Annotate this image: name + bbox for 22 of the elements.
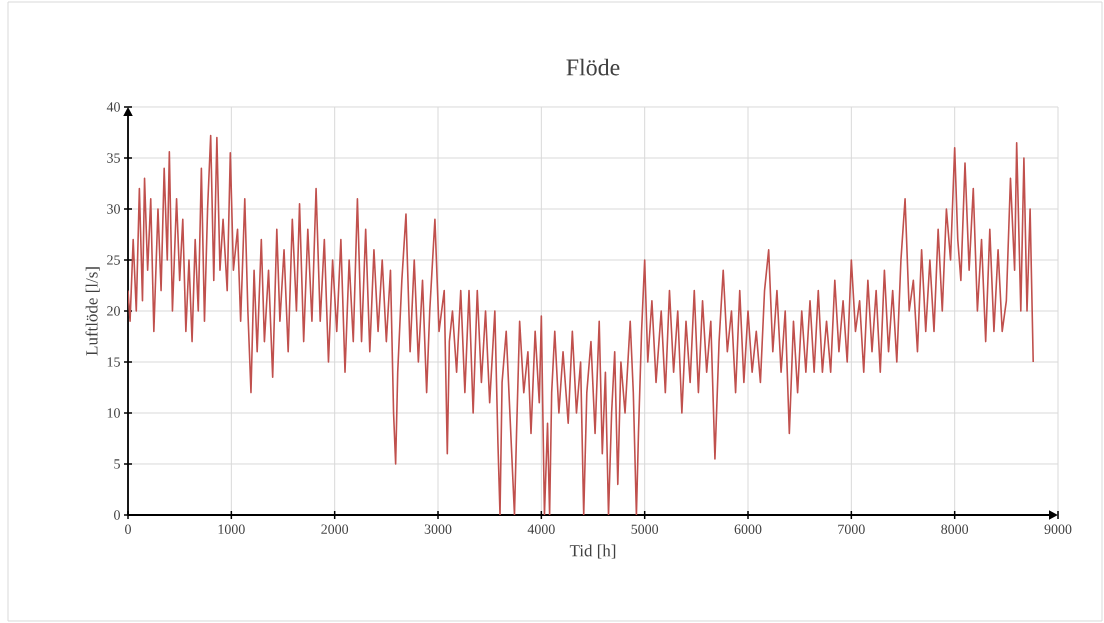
y-tick-label: 15 [107,357,120,367]
x-axis-title: Tid [h] [569,544,616,559]
x-tick-label: 5000 [631,524,659,534]
x-tick-label: 0 [125,524,131,534]
x-tick-label: 1000 [218,524,245,534]
y-tick-label: 0 [114,510,120,520]
x-tick-label: 6000 [734,524,762,534]
y-axis-title: Luftlöde [l/s] [85,267,100,356]
x-tick-label: 7000 [838,524,865,534]
y-tick-label: 35 [107,153,120,163]
y-tick-label: 20 [107,306,120,316]
chart-title: Flöde [566,58,620,76]
x-tick-label: 4000 [527,524,555,534]
y-tick-label: 30 [107,204,120,214]
x-tick-label: 8000 [941,524,969,534]
y-tick-label: 5 [114,459,120,469]
x-tick-label: 9000 [1044,524,1072,534]
x-tick-label: 2000 [321,524,349,534]
y-tick-label: 40 [106,102,120,112]
y-tick-label: 25 [107,255,120,265]
x-tick-label: 3000 [424,524,452,534]
y-tick-label: 10 [107,408,120,418]
